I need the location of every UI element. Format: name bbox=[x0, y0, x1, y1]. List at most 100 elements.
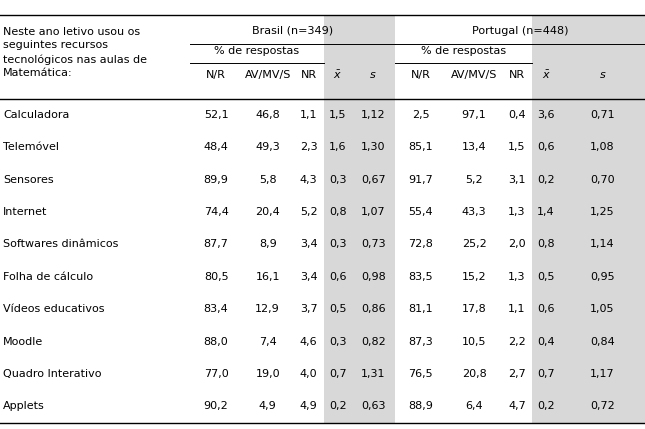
Text: 52,1: 52,1 bbox=[204, 110, 228, 120]
Text: 3,4: 3,4 bbox=[300, 239, 317, 249]
Text: 0,73: 0,73 bbox=[361, 239, 386, 249]
Text: 1,07: 1,07 bbox=[361, 207, 386, 217]
Text: 0,7: 0,7 bbox=[329, 369, 346, 379]
Text: 0,4: 0,4 bbox=[537, 337, 555, 347]
Text: 49,3: 49,3 bbox=[255, 142, 280, 152]
Text: Folha de cálculo: Folha de cálculo bbox=[3, 272, 94, 282]
Text: N/R: N/R bbox=[206, 70, 226, 80]
Text: 87,7: 87,7 bbox=[204, 239, 228, 249]
Text: 1,5: 1,5 bbox=[508, 142, 526, 152]
Text: 1,1: 1,1 bbox=[508, 304, 526, 314]
Text: 0,67: 0,67 bbox=[361, 175, 386, 184]
Text: 1,30: 1,30 bbox=[361, 142, 385, 152]
Text: $s$: $s$ bbox=[599, 70, 606, 80]
Text: Internet: Internet bbox=[3, 207, 48, 217]
Text: 0,82: 0,82 bbox=[361, 337, 386, 347]
Text: $\bar{x}$: $\bar{x}$ bbox=[542, 69, 550, 81]
Text: 1,4: 1,4 bbox=[537, 207, 555, 217]
Text: 1,17: 1,17 bbox=[590, 369, 615, 379]
Text: 15,2: 15,2 bbox=[462, 272, 486, 282]
Text: 25,2: 25,2 bbox=[462, 239, 486, 249]
Text: 43,3: 43,3 bbox=[462, 207, 486, 217]
Text: 81,1: 81,1 bbox=[408, 304, 433, 314]
Text: 2,7: 2,7 bbox=[508, 369, 526, 379]
Text: AV/MV/S: AV/MV/S bbox=[451, 70, 497, 80]
Text: 2,3: 2,3 bbox=[300, 142, 317, 152]
Text: 16,1: 16,1 bbox=[255, 272, 280, 282]
Text: 3,6: 3,6 bbox=[537, 110, 555, 120]
Text: Sensores: Sensores bbox=[3, 175, 54, 184]
Text: 2,0: 2,0 bbox=[508, 239, 526, 249]
Text: NR: NR bbox=[301, 70, 317, 80]
Text: 1,25: 1,25 bbox=[590, 207, 615, 217]
Text: % de respostas: % de respostas bbox=[421, 46, 506, 57]
Text: 1,05: 1,05 bbox=[590, 304, 615, 314]
Text: 0,3: 0,3 bbox=[329, 175, 346, 184]
Text: Brasil (n=349): Brasil (n=349) bbox=[252, 26, 333, 36]
Text: 0,86: 0,86 bbox=[361, 304, 386, 314]
Text: 4,9: 4,9 bbox=[259, 402, 277, 411]
Text: 1,14: 1,14 bbox=[590, 239, 615, 249]
Text: 0,6: 0,6 bbox=[537, 304, 555, 314]
Text: 10,5: 10,5 bbox=[462, 337, 486, 347]
Text: 88,9: 88,9 bbox=[408, 402, 433, 411]
Text: Vídeos educativos: Vídeos educativos bbox=[3, 304, 104, 314]
Text: 0,84: 0,84 bbox=[590, 337, 615, 347]
Text: N/R: N/R bbox=[411, 70, 430, 80]
Text: 0,95: 0,95 bbox=[590, 272, 615, 282]
Text: 0,5: 0,5 bbox=[537, 272, 555, 282]
Text: 17,8: 17,8 bbox=[462, 304, 486, 314]
Text: 5,2: 5,2 bbox=[465, 175, 483, 184]
Text: 0,2: 0,2 bbox=[329, 402, 346, 411]
Text: 0,6: 0,6 bbox=[537, 142, 555, 152]
Text: 90,2: 90,2 bbox=[204, 402, 228, 411]
Bar bbox=[532, 15, 645, 423]
Text: 0,5: 0,5 bbox=[329, 304, 346, 314]
Text: 0,2: 0,2 bbox=[537, 175, 555, 184]
Text: 0,70: 0,70 bbox=[590, 175, 615, 184]
Text: 6,4: 6,4 bbox=[465, 402, 483, 411]
Text: 0,4: 0,4 bbox=[508, 110, 526, 120]
Text: 1,5: 1,5 bbox=[329, 110, 346, 120]
Text: 48,4: 48,4 bbox=[204, 142, 228, 152]
Text: 0,8: 0,8 bbox=[537, 239, 555, 249]
Text: 4,7: 4,7 bbox=[508, 402, 526, 411]
Text: 1,12: 1,12 bbox=[361, 110, 386, 120]
Text: 20,8: 20,8 bbox=[462, 369, 486, 379]
Text: 89,9: 89,9 bbox=[204, 175, 228, 184]
Text: AV/MV/S: AV/MV/S bbox=[244, 70, 291, 80]
Text: 3,4: 3,4 bbox=[300, 272, 317, 282]
Text: $\bar{x}$: $\bar{x}$ bbox=[333, 69, 342, 81]
Text: 0,2: 0,2 bbox=[537, 402, 555, 411]
Text: 46,8: 46,8 bbox=[255, 110, 280, 120]
Text: Softwares dinâmicos: Softwares dinâmicos bbox=[3, 239, 119, 249]
Text: Portugal (n=448): Portugal (n=448) bbox=[471, 26, 568, 36]
Text: 3,1: 3,1 bbox=[508, 175, 526, 184]
Text: 72,8: 72,8 bbox=[408, 239, 433, 249]
Text: 83,4: 83,4 bbox=[204, 304, 228, 314]
Text: 8,9: 8,9 bbox=[259, 239, 277, 249]
Text: 87,3: 87,3 bbox=[408, 337, 433, 347]
Text: 0,3: 0,3 bbox=[329, 239, 346, 249]
Text: % de respostas: % de respostas bbox=[215, 46, 299, 57]
Text: 0,71: 0,71 bbox=[590, 110, 615, 120]
Text: 1,6: 1,6 bbox=[329, 142, 346, 152]
Text: NR: NR bbox=[509, 70, 525, 80]
Bar bbox=[324, 15, 395, 423]
Text: 0,3: 0,3 bbox=[329, 337, 346, 347]
Text: 1,3: 1,3 bbox=[508, 272, 526, 282]
Text: 76,5: 76,5 bbox=[408, 369, 433, 379]
Text: 80,5: 80,5 bbox=[204, 272, 228, 282]
Text: 12,9: 12,9 bbox=[255, 304, 280, 314]
Text: 55,4: 55,4 bbox=[408, 207, 433, 217]
Text: 13,4: 13,4 bbox=[462, 142, 486, 152]
Text: 83,5: 83,5 bbox=[408, 272, 433, 282]
Text: 5,2: 5,2 bbox=[300, 207, 317, 217]
Text: 4,9: 4,9 bbox=[300, 402, 317, 411]
Text: 20,4: 20,4 bbox=[255, 207, 280, 217]
Text: 7,4: 7,4 bbox=[259, 337, 277, 347]
Text: 4,3: 4,3 bbox=[300, 175, 317, 184]
Text: Moodle: Moodle bbox=[3, 337, 43, 347]
Text: 19,0: 19,0 bbox=[255, 369, 280, 379]
Text: 74,4: 74,4 bbox=[204, 207, 228, 217]
